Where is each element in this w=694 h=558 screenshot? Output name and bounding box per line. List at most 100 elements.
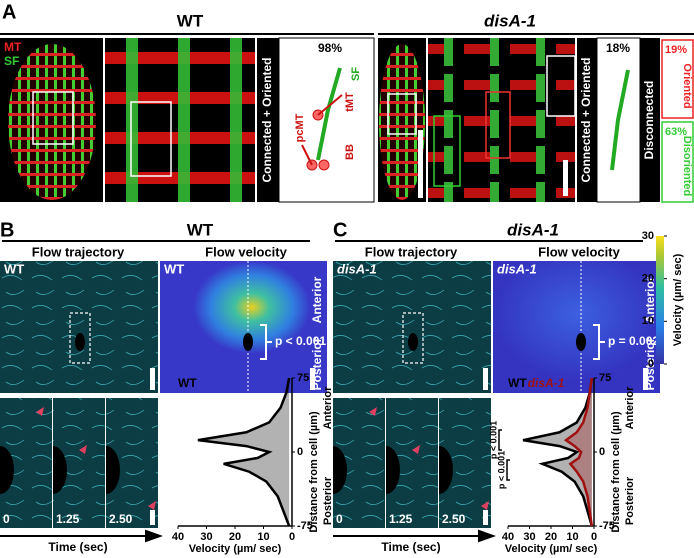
cell	[53, 446, 67, 494]
y-axis-title: Distance from cell (µm)	[610, 411, 622, 533]
colorbar-tick-label: 10	[642, 315, 654, 327]
colorbar-tick-label: 0	[648, 358, 654, 370]
x-tick-label: 20	[545, 531, 557, 543]
trajectory-image	[333, 261, 491, 393]
colorbar	[656, 236, 664, 364]
inset-box	[387, 93, 417, 135]
x-tick-label: 30	[523, 531, 535, 543]
time-label: 1.25	[56, 512, 80, 526]
group-title: disA-1	[484, 11, 536, 30]
scale-bar	[150, 368, 155, 390]
x-tick-label: 10	[566, 531, 578, 543]
cell	[243, 333, 253, 351]
time-label: 2.50	[109, 512, 133, 526]
scale-bar	[483, 368, 488, 390]
p-value: p < 0.001	[275, 334, 326, 348]
axis-note: Anterior	[624, 386, 636, 430]
colorbar-tick-label: 20	[642, 273, 654, 285]
axis-title: Time (sec)	[381, 540, 440, 554]
axis-note: Posterior	[624, 476, 636, 525]
legend-entry: WT	[508, 376, 527, 390]
axis-note: Posterior	[322, 476, 334, 525]
p-value: p < 0.001	[488, 421, 498, 459]
arrowhead	[481, 501, 489, 510]
profile-line	[197, 377, 291, 527]
category-label: Disoriented	[681, 136, 693, 197]
cell	[75, 333, 85, 351]
profile-line	[563, 377, 594, 527]
x-tick-label: 40	[172, 531, 184, 543]
inset-box	[130, 101, 172, 177]
scale-bar	[418, 130, 423, 198]
y-axis-title: Distance from cell (µm)	[308, 411, 320, 533]
cell	[576, 333, 586, 351]
cell	[408, 333, 418, 351]
cell	[106, 446, 120, 494]
x-tick-label: 10	[257, 531, 269, 543]
shape	[318, 159, 330, 171]
zoom-image	[428, 38, 575, 202]
category-strip	[577, 38, 597, 202]
schematic-label: SF	[350, 67, 362, 81]
scale-bar	[310, 368, 315, 390]
bracket	[593, 324, 605, 360]
axis-note: Anterior	[310, 276, 324, 323]
percent: 63%	[665, 126, 687, 138]
category-box	[661, 39, 694, 119]
y-tick-label: 0	[599, 446, 605, 458]
column-title: Flow velocity	[538, 244, 620, 259]
percent: 19%	[665, 44, 687, 56]
axis-note: Anterior	[322, 386, 334, 430]
inset-box	[433, 115, 461, 187]
roi-box	[69, 312, 91, 364]
percent: 98%	[318, 41, 342, 55]
shape	[301, 94, 343, 166]
arrowhead	[412, 445, 420, 454]
cell	[439, 446, 453, 494]
x-tick-label: 40	[502, 531, 514, 543]
panel-label: B	[0, 219, 14, 241]
column-title: Flow trajectory	[32, 244, 125, 259]
cell	[8, 44, 96, 200]
schematic-label: BB	[344, 144, 356, 160]
arrowhead	[36, 407, 44, 416]
channel-label: SF	[4, 54, 19, 68]
p-value: p < 0.001	[496, 451, 506, 489]
schematic-fiber	[610, 69, 630, 171]
colorbar-tick-label: 30	[642, 230, 654, 242]
profile-line	[522, 377, 594, 527]
column-title: Flow trajectory	[365, 244, 458, 259]
image-tag: disA-1	[337, 261, 377, 276]
cell	[333, 446, 347, 494]
colorbar-title: Velocity (µm/ sec)	[672, 253, 684, 346]
cell	[0, 446, 14, 494]
time-label: 0	[3, 512, 10, 526]
axis-title: Time (sec)	[48, 540, 107, 554]
y-tick-label: -75	[297, 520, 313, 532]
category-label: Connected + Oriented	[579, 57, 593, 182]
arrowhead	[148, 501, 156, 510]
inset-box	[32, 91, 74, 145]
p-value: p = 0.002	[608, 334, 659, 348]
roi-box	[402, 312, 424, 364]
x-tick-label: 20	[229, 531, 241, 543]
category-strip	[257, 38, 279, 202]
x-tick-label: 30	[200, 531, 212, 543]
legend-entry: disA-1	[528, 376, 565, 390]
schematic-fiber	[316, 67, 342, 161]
category-label: Connected + Oriented	[260, 57, 274, 182]
image-tag: WT	[164, 261, 184, 276]
time-label: 2.50	[442, 512, 466, 526]
x-tick-label: 0	[591, 531, 597, 543]
panel-label: C	[333, 219, 347, 241]
scale-bar	[563, 160, 568, 196]
y-tick-label: 75	[599, 372, 611, 384]
channel-label: MT	[4, 40, 22, 54]
trajectory-image	[0, 261, 158, 393]
y-tick-label: 0	[297, 446, 303, 458]
inset-box	[546, 55, 576, 117]
y-tick-label: 75	[297, 372, 309, 384]
